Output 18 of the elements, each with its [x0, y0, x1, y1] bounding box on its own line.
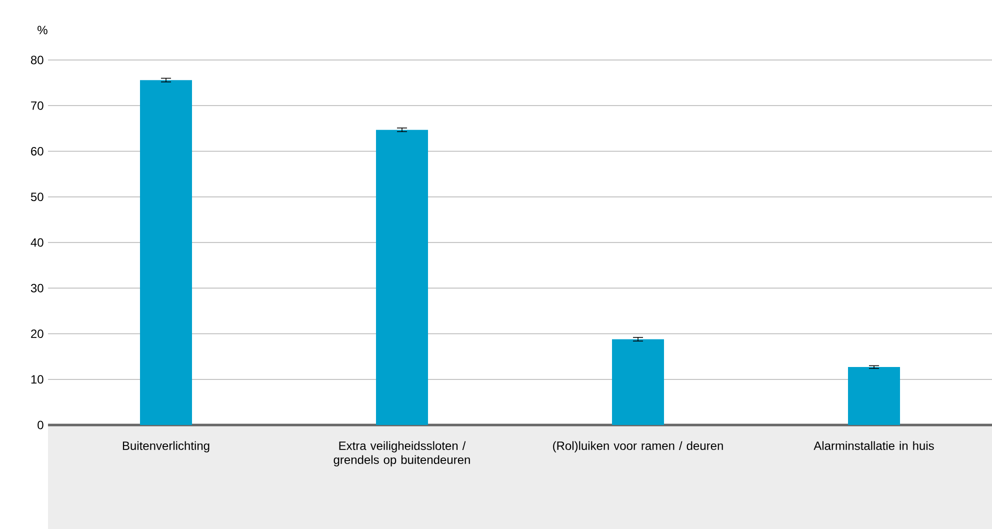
- y-tick-label: 50: [30, 192, 44, 202]
- y-tick-label: 80: [30, 56, 44, 64]
- bar: [140, 80, 192, 425]
- x-tick-label: Alarminstallatie in huis: [814, 441, 934, 450]
- y-tick-label: 0: [38, 420, 44, 430]
- y-axis-title: %: [38, 26, 48, 34]
- y-tick-label: 60: [31, 147, 44, 156]
- y-tick-label: 30: [30, 284, 44, 292]
- bar: [612, 339, 664, 425]
- bar: [376, 130, 428, 425]
- y-tick-label: 10: [31, 375, 44, 384]
- x-tick-label: Buitenverlichting: [122, 441, 210, 452]
- y-tick-label: 40: [30, 238, 44, 247]
- x-tick-label: (Rol)luiken voor ramen / deuren: [553, 441, 723, 452]
- y-tick-label: 20: [31, 330, 44, 338]
- y-tick-label: 70: [31, 101, 44, 110]
- bar: [848, 367, 900, 425]
- x-tick-label: Extra veiligheidssloten / grendels op buitendeuren: [334, 441, 470, 466]
